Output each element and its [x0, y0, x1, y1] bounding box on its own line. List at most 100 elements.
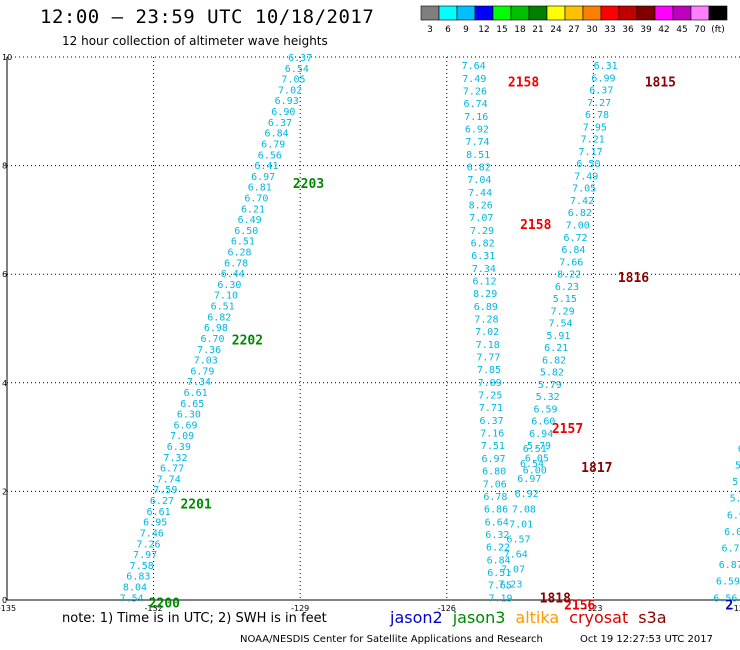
wave-height-value: 6.92: [515, 489, 539, 500]
time-annotation: 2156: [564, 598, 595, 613]
wave-height-value: 7.54: [548, 319, 572, 330]
legend-item-altika: altika: [515, 608, 560, 627]
color-scale-label: 24: [550, 25, 562, 35]
wave-height-value: 7.74: [157, 474, 181, 485]
time-annotation: 1816: [618, 271, 649, 286]
time-annotation: 2: [725, 598, 733, 613]
wave-height-value: 7.18: [476, 340, 500, 351]
color-scale-label: 21: [532, 25, 543, 35]
wave-height-value: 6.74: [464, 99, 488, 110]
wave-height-value: 7.77: [476, 353, 500, 364]
wave-height-value: 7.16: [464, 112, 488, 123]
wave-height-value: 6.21: [241, 204, 265, 215]
wave-height-value: 7.19: [489, 593, 513, 604]
wave-height-value: 6.86: [484, 505, 508, 516]
wave-height-value: 6.70: [244, 193, 268, 204]
wave-height-value: 6.82: [471, 239, 495, 250]
legend-item-jason3: jason3: [452, 608, 506, 627]
y-tick-label: 4: [2, 379, 7, 388]
wave-height-value: 7.95: [583, 122, 607, 133]
wave-height-value: 5.82: [540, 368, 564, 379]
wave-height-value: 6.37: [288, 53, 312, 64]
wave-height-value: 7.36: [197, 345, 221, 356]
chart-title: 12:00 – 23:59 UTC 10/18/2017: [40, 6, 375, 28]
wave-height-value: 7.66: [559, 257, 583, 268]
wave-height-value: 6.05: [525, 453, 549, 464]
wave-height-value: 7.27: [587, 98, 611, 109]
wave-height-value: 6.69: [174, 420, 198, 431]
wave-height-value: 6.32: [485, 530, 509, 541]
wave-height-value: 6.21: [544, 343, 568, 354]
wave-height-value: 7.97: [133, 550, 157, 561]
wave-height-value: 8.22: [557, 270, 581, 281]
wave-height-value: 6.72: [564, 233, 588, 244]
x-tick-label: -126: [438, 604, 456, 613]
color-scale-label: 12: [478, 25, 489, 35]
wave-height-value: 7.29: [551, 306, 575, 317]
time-annotation: 2158: [520, 218, 551, 233]
wave-height-value: 6.51: [523, 444, 547, 455]
satellite-legend: jason2 jason3 altika cryosat s3a: [390, 608, 677, 627]
y-tick-label: 0: [2, 596, 7, 605]
wave-height-value: 6.82: [467, 163, 491, 174]
x-tick-label: -120: [731, 604, 740, 613]
wave-height-value: 7.34: [472, 264, 496, 275]
time-annotation: 2157: [552, 422, 583, 437]
wave-height-value: 7.64: [504, 550, 528, 561]
wave-height-value: 7.26: [136, 539, 160, 550]
wave-height-value: 7.02: [475, 327, 499, 338]
wave-height-value: 7.49: [462, 74, 486, 85]
wave-height-value: 6.12: [473, 277, 497, 288]
x-tick-label: -135: [0, 604, 16, 613]
wave-height-value: 6.80: [482, 467, 506, 478]
wave-height-value: 7.09: [170, 431, 194, 442]
wave-height-value: 6.97: [481, 454, 505, 465]
wave-height-value: 6.51: [211, 302, 235, 313]
wave-height-value: 6.30: [217, 280, 241, 291]
wave-height-value: 6.83: [126, 572, 150, 583]
wave-height-value: 6.49: [238, 215, 262, 226]
wave-height-value: 7.58: [130, 561, 154, 572]
wave-height-value: 6.78: [224, 258, 248, 269]
color-scale-label: 3: [427, 25, 433, 35]
wave-height-value: 6.64: [485, 517, 509, 528]
color-scale-label: 70: [694, 25, 706, 35]
wave-height-value: 7.10: [214, 291, 238, 302]
wave-height-value: 5.79: [527, 441, 551, 452]
wave-height-value: 6.57: [506, 534, 530, 545]
color-scale-label: 18: [514, 25, 526, 35]
time-annotation: 1817: [581, 461, 612, 476]
wave-height-value: 6.87: [719, 560, 740, 571]
color-scale-label: 36: [622, 25, 634, 35]
legend-item-cryosat: cryosat: [569, 608, 629, 627]
wave-height-value: 6.59: [716, 577, 740, 588]
color-scale-label: 9: [463, 25, 469, 35]
wave-height-value: 7.65: [488, 581, 512, 592]
wave-height-value: 6.84: [561, 245, 585, 256]
y-tick-label: 8: [2, 162, 7, 171]
wave-height-value: 7.07: [469, 213, 493, 224]
color-scale-label: (ft): [711, 25, 725, 35]
wave-height-value: 7.21: [581, 135, 605, 146]
wave-height-value: 6.50: [234, 226, 258, 237]
wave-height-value: 6.01: [724, 527, 740, 538]
wave-height-value: 6.51: [231, 237, 255, 248]
wave-height-value: 6.82: [542, 355, 566, 366]
wave-height-value: 6.77: [160, 464, 184, 475]
y-tick-label: 10: [2, 53, 12, 62]
wave-height-value: 6.31: [594, 61, 618, 72]
wave-height-value: 7.25: [478, 391, 502, 402]
wave-height-value: 6.71: [721, 544, 740, 555]
wave-height-value: 6.82: [207, 312, 231, 323]
wave-height-value: 6.92: [465, 124, 489, 135]
color-scale-legend: 3 6 9 12 15 18 21 24 27 30 33 36 39 42 45 70 (ft): [420, 5, 728, 35]
wave-height-value: 7.49: [574, 171, 598, 182]
time-annotation: 2203: [293, 177, 324, 192]
wave-height-value: 7.07: [501, 565, 525, 576]
wave-height-value: 7.04: [467, 175, 491, 186]
wave-height-value: 6.78: [483, 492, 507, 503]
grid: [7, 56, 740, 600]
wave-height-value: 6.30: [177, 410, 201, 421]
wave-height-value: 5.96: [732, 477, 740, 488]
